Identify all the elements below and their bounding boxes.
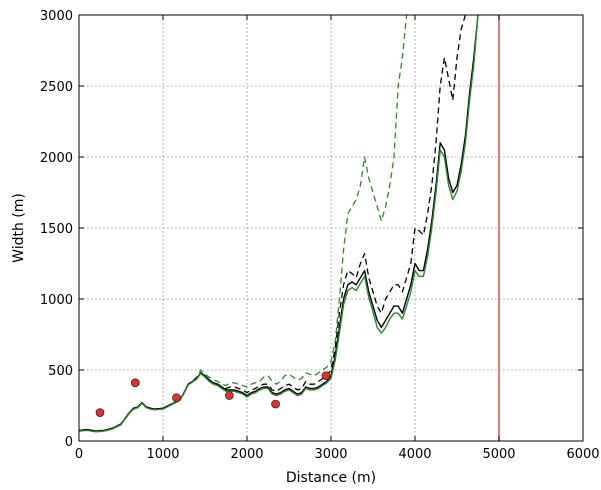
- y-tick-label-4: 2000: [40, 151, 73, 166]
- x-tick-label-0: 0: [75, 447, 83, 462]
- x-axis-label: Distance (m): [286, 470, 376, 486]
- marker-layer: [95, 371, 331, 417]
- y-axis-label: Width (m): [11, 193, 27, 263]
- tick-layer: 0 1000 2000 3000 4000 5000 6000 0 500 1000 1500 200…: [40, 9, 600, 462]
- x-tick-label-5: 5000: [482, 447, 515, 462]
- scatter-point-2: [172, 393, 181, 403]
- x-tick-label-2: 2000: [230, 447, 263, 462]
- scatter-point-3: [225, 391, 234, 400]
- scatter-point-0: [95, 408, 105, 417]
- y-tick-label-2: 1000: [40, 293, 73, 308]
- x-tick-label-4: 4000: [398, 447, 431, 462]
- scatter-point-1: [130, 378, 140, 388]
- series-line-green-dashed: [79, 15, 408, 432]
- series-line-green-solid: [79, 15, 479, 433]
- y-tick-label-5: 2500: [40, 80, 73, 95]
- scatter-point-4: [271, 399, 280, 409]
- y-tick-label-6: 3000: [40, 9, 73, 24]
- x-tick-label-3: 3000: [314, 447, 347, 462]
- y-tick-label-1: 500: [48, 364, 73, 379]
- x-tick-label-6: 6000: [566, 447, 599, 462]
- x-tick-label-1: 1000: [146, 447, 179, 462]
- series-line-black-solid: [79, 15, 479, 432]
- series-line-black-dashed: [79, 15, 467, 432]
- y-tick-label-0: 0: [65, 435, 73, 450]
- series-layer: [79, 15, 500, 441]
- scatter-point-5: [321, 371, 331, 381]
- y-tick-label-3: 1500: [40, 222, 73, 237]
